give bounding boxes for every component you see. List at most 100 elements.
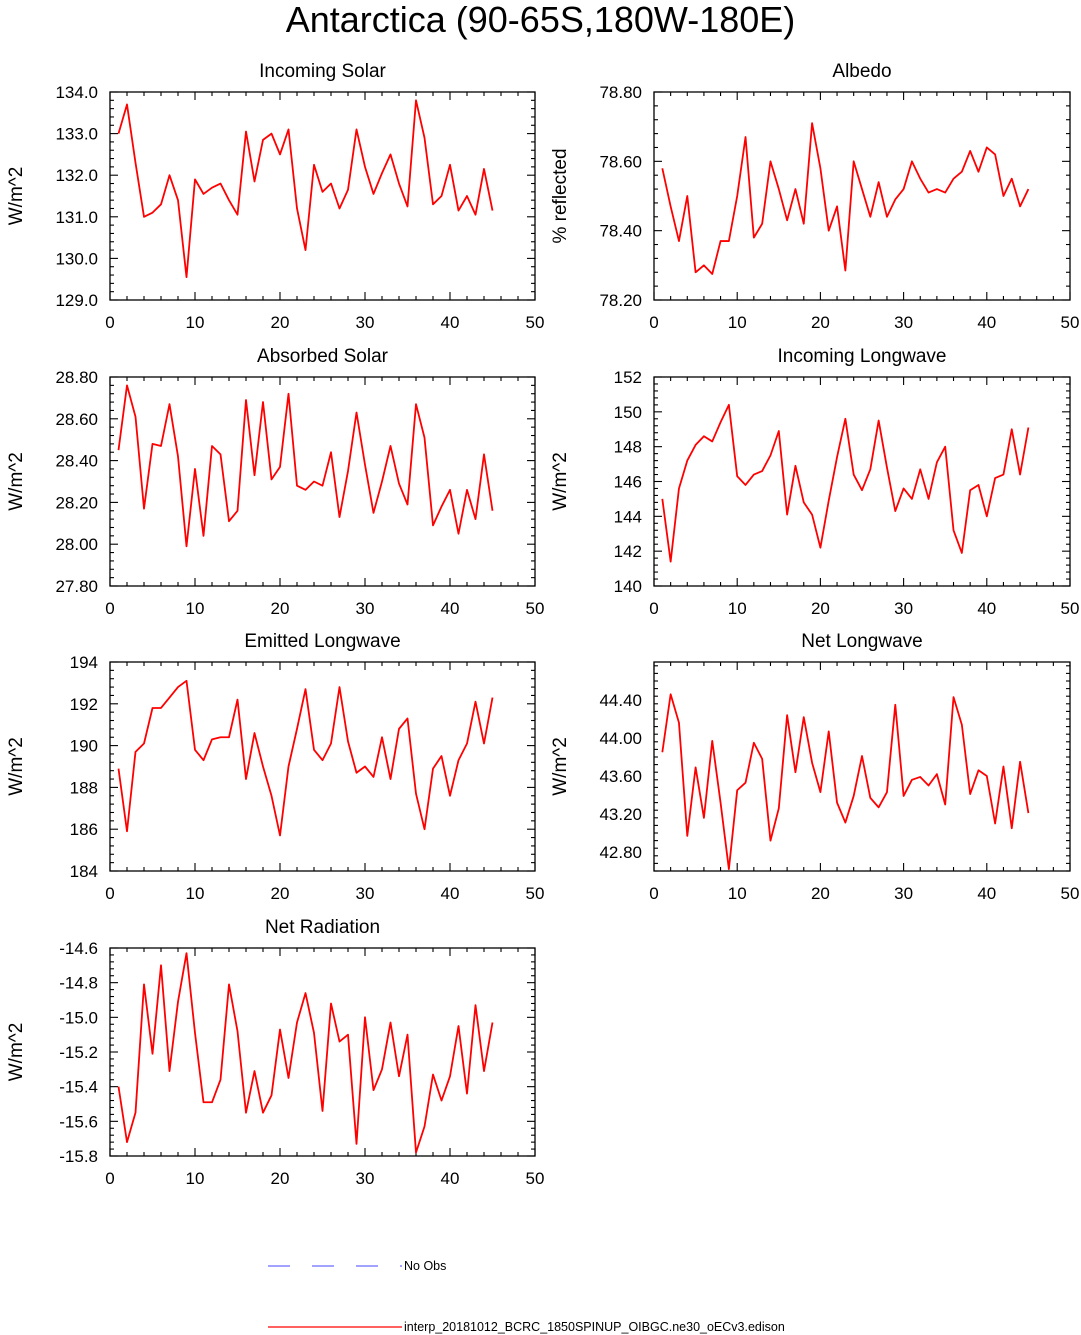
net-longwave-x-tick-label: 0 (649, 884, 658, 903)
absorbed-solar-y-tick-label: 28.40 (55, 452, 98, 471)
absorbed-solar-x-tick-label: 40 (441, 599, 460, 618)
incoming-longwave-y-tick-label: 146 (614, 473, 642, 492)
emitted-longwave-y-tick-label: 184 (70, 862, 98, 881)
emitted-longwave-x-tick-label: 0 (105, 884, 114, 903)
net-longwave-series-line (661, 693, 1030, 870)
albedo-title: Albedo (832, 61, 891, 82)
net-radiation-y-tick-label: -15.4 (59, 1078, 98, 1097)
emitted-longwave-y-tick-label: 186 (70, 820, 98, 839)
absorbed-solar-x-tick-label: 20 (271, 599, 290, 618)
net-longwave-ylabel: W/m^2 (550, 737, 571, 796)
albedo-y-tick-label: 78.80 (599, 83, 642, 102)
emitted-longwave-plot-frame (109, 661, 536, 872)
absorbed-solar-x-tick-label: 10 (186, 599, 205, 618)
net-longwave-y-tick-label: 43.60 (599, 767, 642, 786)
absorbed-solar-series-line (117, 384, 494, 548)
net-radiation-x-tick-label: 50 (526, 1169, 545, 1188)
net-radiation-x-tick-label: 0 (105, 1169, 114, 1188)
albedo-x-tick-label: 10 (728, 313, 747, 332)
incoming-solar-y-tick-label: 130.0 (55, 249, 98, 268)
incoming-longwave-x-tick-label: 30 (894, 599, 913, 618)
incoming-longwave-x-tick-label: 50 (1061, 599, 1080, 618)
incoming-solar-x-tick-label: 40 (441, 313, 460, 332)
incoming-longwave-x-tick-label: 10 (728, 599, 747, 618)
absorbed-solar-x-tick-label: 50 (526, 599, 545, 618)
incoming-solar-x-tick-label: 20 (271, 313, 290, 332)
net-radiation-y-tick-label: -15.0 (59, 1008, 98, 1027)
net-longwave-y-tick-label: 43.20 (599, 805, 642, 824)
emitted-longwave-y-tick-label: 188 (70, 778, 98, 797)
incoming-longwave-y-tick-label: 150 (614, 403, 642, 422)
incoming-longwave-title: Incoming Longwave (778, 346, 947, 367)
albedo-y-tick-label: 78.40 (599, 222, 642, 241)
albedo-plot-frame (653, 91, 1071, 301)
incoming-solar-x-tick-label: 10 (186, 313, 205, 332)
net-radiation-x-tick-label: 40 (441, 1169, 460, 1188)
incoming-longwave-y-tick-label: 142 (614, 542, 642, 561)
incoming-solar-plot-frame (109, 91, 536, 301)
net-radiation-y-tick-label: -15.6 (59, 1112, 98, 1131)
emitted-longwave-x-tick-label: 50 (526, 884, 545, 903)
emitted-longwave-y-tick-label: 194 (70, 653, 98, 672)
albedo-x-tick-label: 40 (977, 313, 996, 332)
incoming-solar-x-tick-label: 30 (356, 313, 375, 332)
albedo-series-line (661, 122, 1030, 275)
incoming-longwave-y-tick-label: 140 (614, 577, 642, 596)
net-longwave-y-tick-label: 44.40 (599, 691, 642, 710)
incoming-solar-ylabel: W/m^2 (6, 167, 27, 226)
incoming-longwave-y-tick-label: 152 (614, 368, 642, 387)
incoming-longwave-ylabel: W/m^2 (550, 452, 571, 511)
net-radiation-y-tick-label: -15.2 (59, 1043, 98, 1062)
albedo-y-tick-label: 78.60 (599, 152, 642, 171)
net-radiation-title: Net Radiation (265, 917, 380, 938)
albedo-x-tick-label: 30 (894, 313, 913, 332)
emitted-longwave-x-tick-label: 40 (441, 884, 460, 903)
net-radiation-ylabel: W/m^2 (6, 1023, 27, 1082)
emitted-longwave-series-line (117, 679, 494, 837)
absorbed-solar-y-tick-label: 28.60 (55, 410, 98, 429)
incoming-solar-y-tick-label: 132.0 (55, 166, 98, 185)
incoming-longwave-x-tick-label: 40 (977, 599, 996, 618)
incoming-longwave-series-line (661, 403, 1030, 563)
net-longwave-y-tick-label: 44.00 (599, 729, 642, 748)
absorbed-solar-x-tick-label: 0 (105, 599, 114, 618)
albedo-x-tick-label: 20 (811, 313, 830, 332)
net-longwave-x-tick-label: 40 (977, 884, 996, 903)
net-longwave-title: Net Longwave (801, 631, 922, 652)
net-radiation-y-tick-label: -15.8 (59, 1147, 98, 1166)
incoming-longwave-y-tick-label: 144 (614, 507, 642, 526)
absorbed-solar-title: Absorbed Solar (257, 346, 389, 367)
incoming-solar-title: Incoming Solar (259, 61, 386, 82)
absorbed-solar-y-tick-label: 28.00 (55, 535, 98, 554)
incoming-solar-y-tick-label: 134.0 (55, 83, 98, 102)
emitted-longwave-x-tick-label: 10 (186, 884, 205, 903)
absorbed-solar-y-tick-label: 28.80 (55, 368, 98, 387)
net-radiation-x-tick-label: 20 (271, 1169, 290, 1188)
net-radiation-series-line (117, 952, 494, 1154)
net-longwave-x-tick-label: 20 (811, 884, 830, 903)
net-longwave-x-tick-label: 10 (728, 884, 747, 903)
absorbed-solar-x-tick-label: 30 (356, 599, 375, 618)
incoming-solar-x-tick-label: 50 (526, 313, 545, 332)
net-longwave-x-tick-label: 30 (894, 884, 913, 903)
incoming-solar-y-tick-label: 131.0 (55, 208, 98, 227)
incoming-solar-y-tick-label: 129.0 (55, 291, 98, 310)
emitted-longwave-ylabel: W/m^2 (6, 737, 27, 796)
albedo-ylabel: % reflected (550, 148, 571, 243)
net-longwave-x-tick-label: 50 (1061, 884, 1080, 903)
net-longwave-plot-frame (653, 661, 1071, 872)
incoming-longwave-y-tick-label: 148 (614, 438, 642, 457)
incoming-longwave-x-tick-label: 20 (811, 599, 830, 618)
legend-obs-label: No Obs (404, 1259, 446, 1273)
incoming-solar-series-line (117, 99, 494, 279)
emitted-longwave-y-tick-label: 190 (70, 737, 98, 756)
emitted-longwave-y-tick-label: 192 (70, 695, 98, 714)
absorbed-solar-plot-frame (109, 376, 536, 587)
